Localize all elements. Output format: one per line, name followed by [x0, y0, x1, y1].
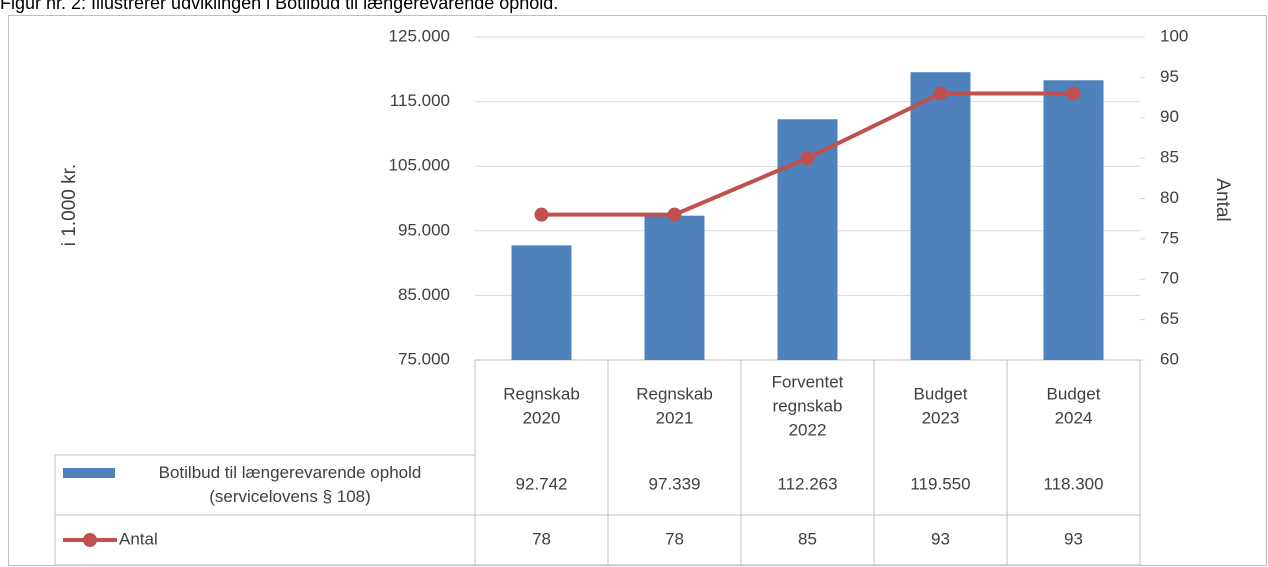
y2-axis-label: Antal	[1212, 178, 1233, 221]
table-value: 93	[931, 529, 950, 548]
y-tick-label: 95.000	[398, 220, 450, 239]
x-tick-label: Regnskab 2021	[636, 385, 713, 428]
table-value: 112.263	[777, 474, 837, 493]
y2-tick-label: 60	[1160, 349, 1179, 368]
line-marker	[534, 207, 549, 222]
legend-label: Antal	[119, 529, 158, 548]
y2-tick-label: 80	[1160, 188, 1179, 207]
line-marker	[1066, 86, 1081, 101]
y2-tick-label: 95	[1160, 67, 1179, 86]
y-tick-label: 85.000	[398, 285, 450, 304]
y-tick-label: 105.000	[389, 156, 450, 175]
y-tick-label: 125.000	[389, 26, 450, 45]
table-value: 118.300	[1043, 474, 1103, 493]
y-tick-label: 75.000	[398, 349, 450, 368]
bar	[511, 245, 572, 360]
chart-title: Figur nr. 2: Illustrerer udviklingen i B…	[0, 0, 558, 13]
line-marker	[800, 151, 815, 166]
table-value: 78	[532, 529, 551, 548]
line-marker	[933, 86, 948, 101]
y2-tick-label: 100	[1160, 26, 1188, 45]
table-value: 92.742	[516, 474, 568, 493]
y2-tick-label: 90	[1160, 107, 1179, 126]
bar	[644, 215, 705, 360]
x-tick-label: Budget 2024	[1047, 385, 1101, 428]
legend-marker	[83, 533, 97, 547]
table-value: 93	[1064, 529, 1083, 548]
bar	[910, 72, 971, 360]
line-marker	[667, 207, 682, 222]
table-value: 97.339	[649, 474, 701, 493]
y2-tick-label: 85	[1160, 148, 1179, 167]
y-axis-label: i 1.000 kr.	[59, 164, 80, 246]
y2-tick-label: 75	[1160, 228, 1179, 247]
x-tick-label: Forventet regnskab 2022	[772, 373, 844, 440]
y-tick-label: 115.000	[390, 91, 450, 110]
table-value: 85	[798, 529, 817, 548]
table-value: 78	[665, 529, 684, 548]
table-value: 119.550	[910, 474, 970, 493]
y2-tick-label: 65	[1160, 309, 1179, 328]
y2-tick-label: 70	[1160, 269, 1179, 288]
x-tick-label: Budget 2023	[914, 385, 968, 428]
legend-label: Botilbud til længerevarende ophold (servi…	[159, 463, 422, 506]
x-tick-label: Regnskab 2020	[503, 385, 580, 428]
legend-swatch	[63, 468, 115, 478]
bar	[1043, 80, 1104, 361]
